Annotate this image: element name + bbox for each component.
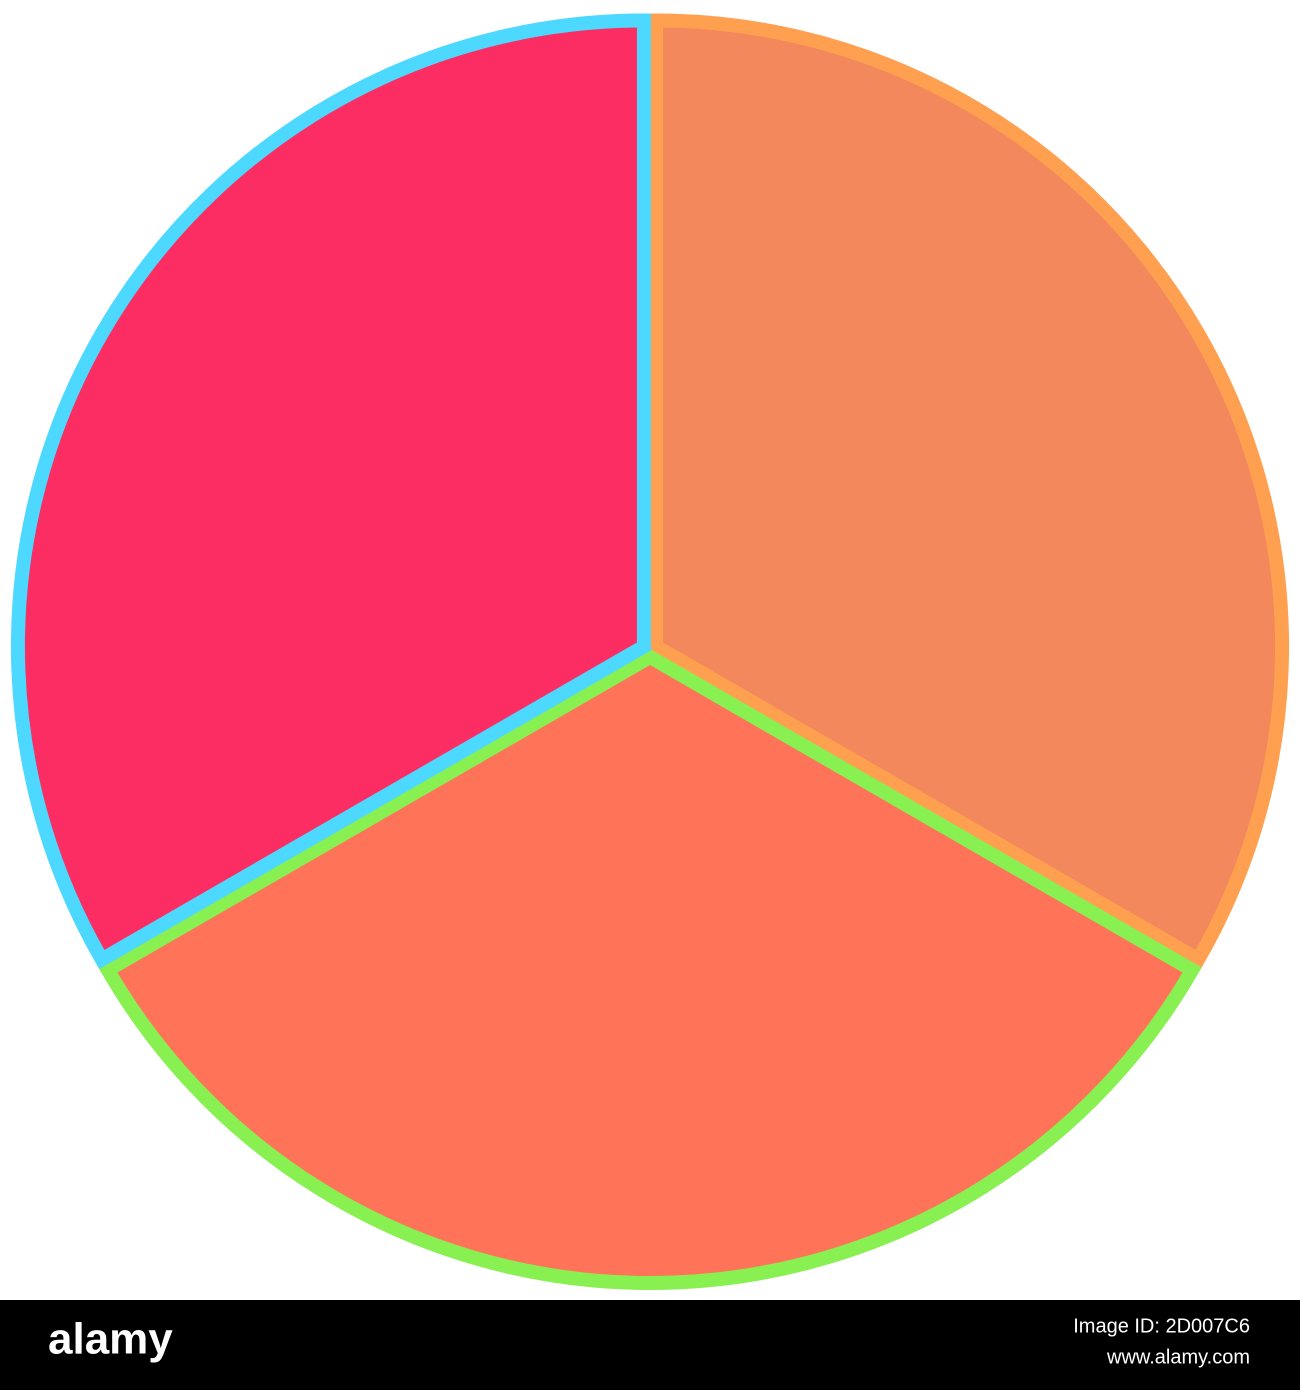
footer-logo: alamy	[48, 1315, 173, 1364]
footer-bar	[0, 1300, 1300, 1390]
footer-image-id: Image ID: 2D007C6	[1073, 1315, 1250, 1337]
footer-url: www.alamy.com	[1106, 1346, 1250, 1368]
pie-slice	[649, 13, 1290, 970]
pie-slice	[10, 13, 651, 970]
pie-slice	[98, 648, 1202, 1290]
